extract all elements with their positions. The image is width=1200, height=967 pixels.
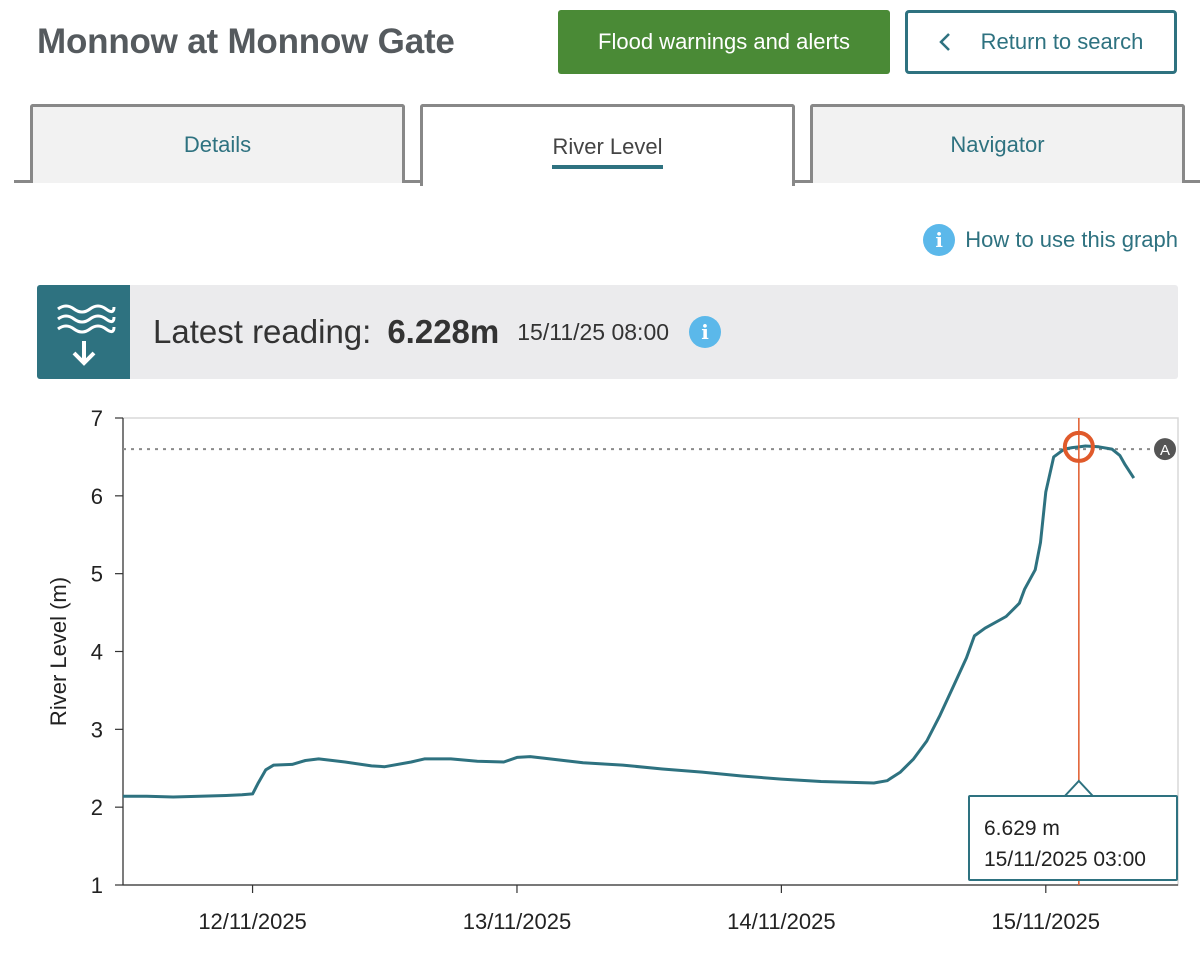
return-to-search-label: Return to search <box>980 29 1144 54</box>
tooltip-time: 15/11/2025 03:00 <box>984 848 1146 871</box>
flood-warnings-label: Flood warnings and alerts <box>598 29 850 54</box>
y-tick-label: 1 <box>91 873 103 898</box>
threshold-label: A <box>1160 442 1170 459</box>
info-icon: i <box>923 224 956 256</box>
x-tick-label: 14/11/2025 <box>727 909 835 934</box>
y-tick-label: 6 <box>91 484 103 509</box>
latest-reading-panel: Latest reading: 6.228m 15/11/25 08:00 i <box>37 285 1178 379</box>
y-tick-label: 2 <box>91 795 103 820</box>
return-to-search-button[interactable]: Return to search <box>905 10 1177 74</box>
y-axis-label: River Level (m) <box>46 577 71 726</box>
tooltip-value: 6.629 m <box>984 817 1060 840</box>
tab-navigator[interactable]: Navigator <box>810 104 1185 183</box>
river-level-line <box>123 444 1136 799</box>
selected-point-marker <box>1062 430 1095 463</box>
flood-warnings-button[interactable]: Flood warnings and alerts <box>558 10 890 74</box>
latest-reading-time: 15/11/25 08:00 <box>517 318 670 345</box>
tab-navigator-label: Navigator <box>950 132 1045 157</box>
tab-details-label: Details <box>183 132 252 157</box>
tab-river-level-label: River Level <box>552 134 663 169</box>
latest-reading-value: 6.228m <box>387 313 500 350</box>
y-tick-label: 7 <box>91 406 103 431</box>
y-tick-label: 5 <box>91 562 103 587</box>
how-to-use-graph-link[interactable]: i How to use this graph <box>923 224 1178 256</box>
x-tick-label: 13/11/2025 <box>463 909 571 934</box>
x-tick-label: 12/11/2025 <box>198 909 306 934</box>
tooltip-pointer <box>1064 779 1094 797</box>
tab-river-level[interactable]: River Level <box>420 104 795 186</box>
page-title: Monnow at Monnow Gate <box>37 22 455 61</box>
how-to-use-graph-label: How to use this graph <box>965 227 1178 252</box>
x-tick-label: 15/11/2025 <box>992 909 1100 934</box>
tab-details[interactable]: Details <box>30 104 405 183</box>
threshold-marker <box>1154 438 1176 461</box>
river-level-down-icon <box>37 285 130 379</box>
river-level-chart[interactable]: 1 2 3 4 5 6 7 River Level (m) 12/11/2025 13/11/20… <box>0 395 1200 967</box>
chevron-left-icon <box>938 32 951 52</box>
y-tick-label: 3 <box>91 717 103 742</box>
latest-reading-info-icon[interactable]: i <box>689 316 722 348</box>
chart-tooltip: 6.629 m 15/11/2025 03:00 <box>968 795 1178 881</box>
latest-reading-label: Latest reading: <box>153 313 372 350</box>
y-tick-label: 4 <box>91 640 103 665</box>
